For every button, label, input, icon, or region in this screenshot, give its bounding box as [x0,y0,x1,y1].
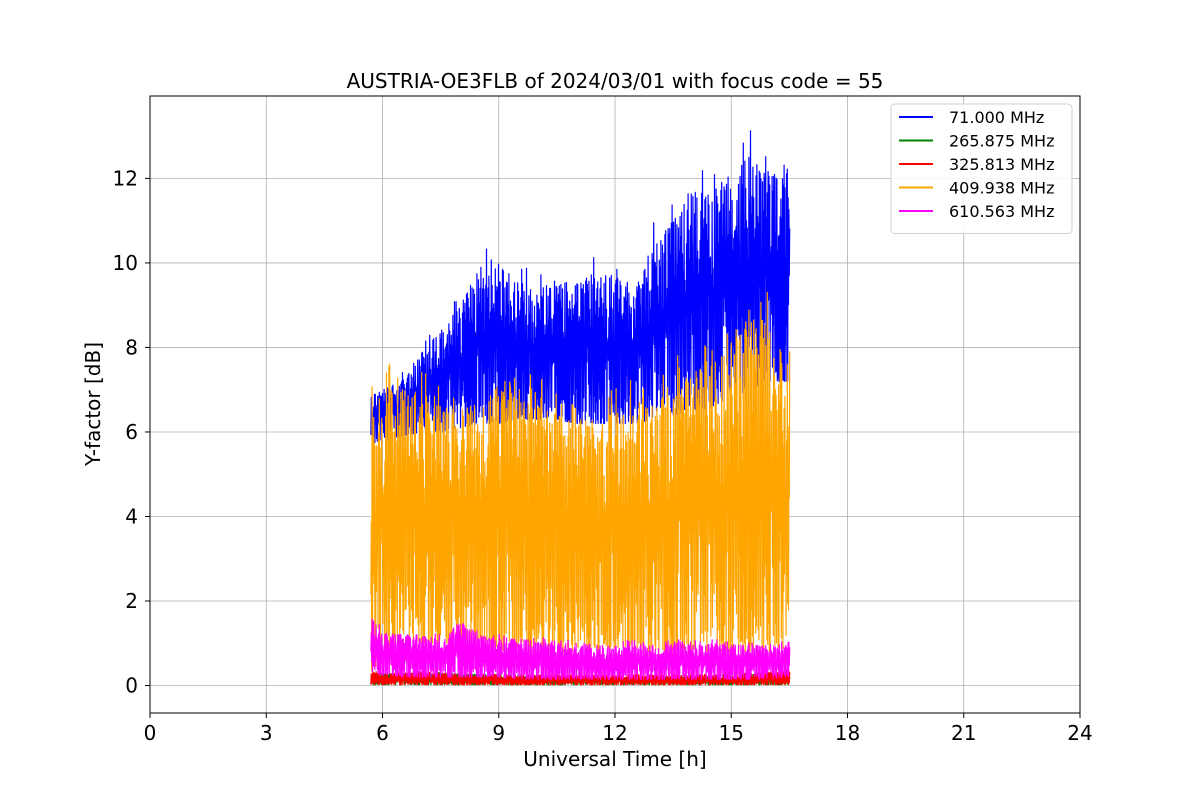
series-line [370,291,791,674]
plot-series [370,130,791,686]
legend-label: 265.875 MHz [949,132,1054,151]
legend-label: 325.813 MHz [949,155,1054,174]
x-tick-label: 18 [835,721,860,745]
legend-label: 610.563 MHz [949,202,1054,221]
y-tick-label: 8 [125,335,138,359]
x-tick-label: 6 [376,721,389,745]
y-tick-label: 10 [113,251,138,275]
x-tick-label: 9 [492,721,505,745]
x-tick-label: 0 [144,721,157,745]
legend: 71.000 MHz 265.875 MHz 325.813 MHz 409.938 … [890,103,1073,234]
y-tick-label: 0 [125,674,138,698]
x-tick-label: 24 [1067,721,1092,745]
chart-title: AUSTRIA-OE3FLB of 2024/03/01 with focus … [347,69,884,93]
y-tick-label: 2 [125,589,138,613]
x-axis: 0 3 6 9 12 15 18 21 24 [144,713,1093,745]
x-tick-label: 12 [602,721,627,745]
x-tick-label: 21 [951,721,976,745]
y-axis-label: Y-factor [dB] [81,342,105,467]
series-4 [370,618,791,680]
x-axis-label: Universal Time [h] [523,747,706,771]
x-tick-label: 15 [719,721,744,745]
legend-label: 409.938 MHz [949,179,1054,198]
legend-box [890,103,1073,234]
y-axis: 0 2 4 6 8 10 12 [113,166,150,698]
series-line [370,130,791,445]
legend-label: 71.000 MHz [949,108,1044,127]
x-tick-label: 3 [260,721,273,745]
series-2 [370,669,791,686]
y-tick-label: 6 [125,420,138,444]
y-tick-label: 12 [113,166,138,190]
series-0 [370,130,791,445]
series-3 [370,291,791,674]
y-tick-label: 4 [125,504,138,528]
series-line [370,618,791,680]
series-line [370,669,791,686]
